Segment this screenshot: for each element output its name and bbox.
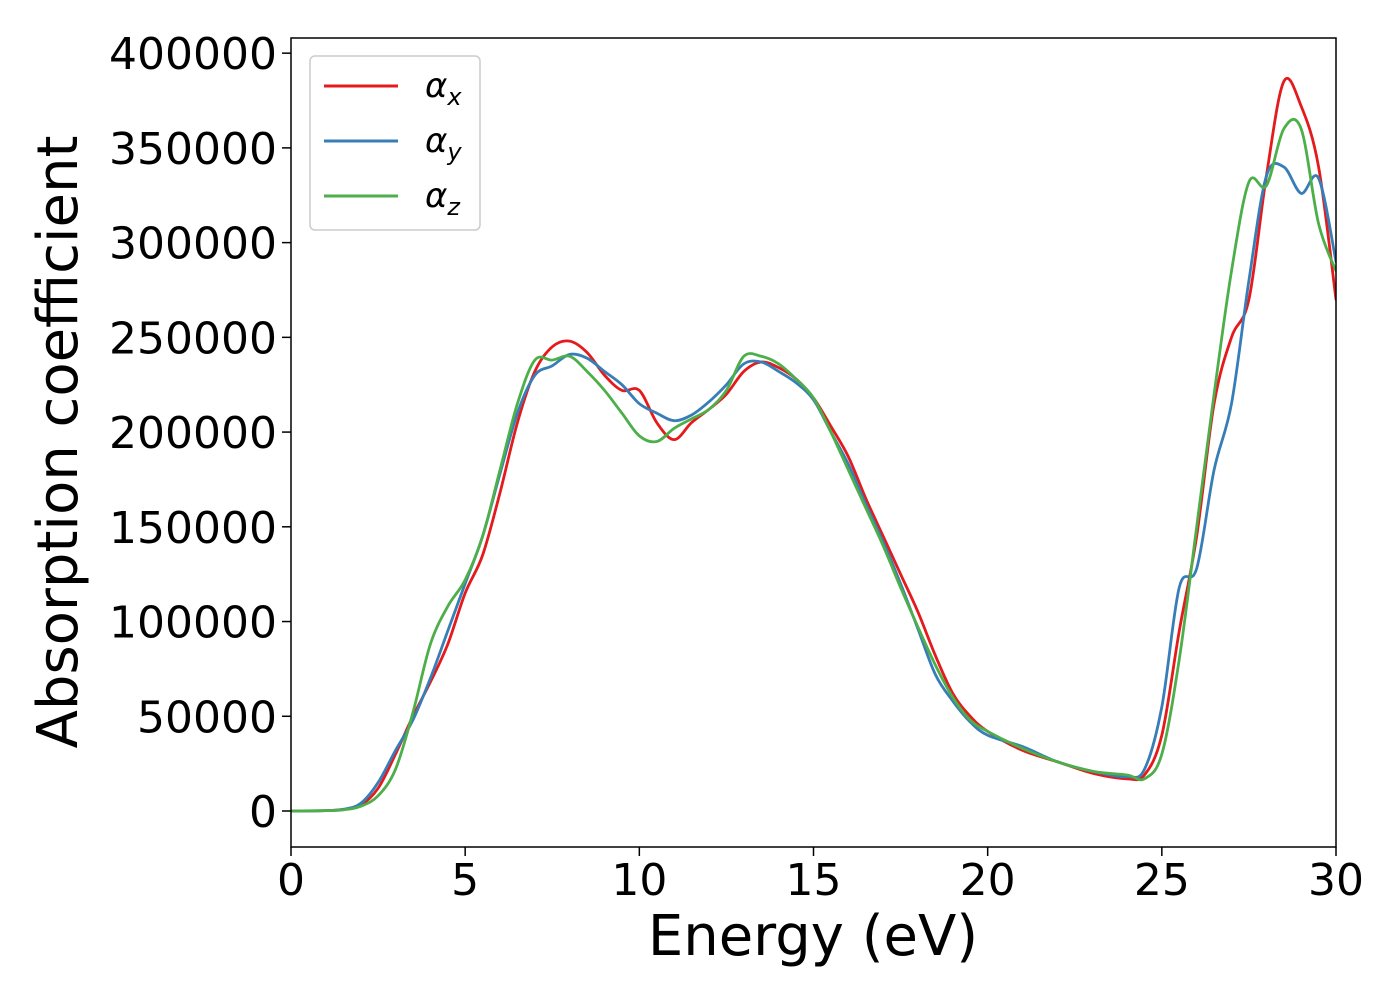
x-tick-label: 0 [277, 855, 305, 906]
y-tick-label: 200000 [109, 408, 277, 459]
y-tick-label: 350000 [109, 124, 277, 175]
x-tick-label: 20 [960, 855, 1016, 906]
y-tick-label: 50000 [137, 692, 277, 743]
x-tick-label: 5 [451, 855, 479, 906]
x-tick-label: 25 [1134, 855, 1190, 906]
series-layer [291, 77, 1336, 813]
x-tick-label: 30 [1308, 855, 1364, 906]
x-tick-label: 10 [611, 855, 667, 906]
legend-subscript: z [446, 193, 461, 221]
y-tick-label: 300000 [109, 219, 277, 270]
y-tick-label: 400000 [109, 29, 277, 80]
x-tick-label: 15 [786, 855, 842, 906]
legend-subscript: y [446, 138, 462, 166]
y-tick-label: 250000 [109, 313, 277, 364]
series-line-z [291, 118, 1336, 813]
y-tick-label: 0 [249, 787, 277, 838]
legend-label-x: αx [425, 66, 462, 111]
ticks-layer: 0 5 10 15 20 25 30 0 50000 100000 150000 200000 2500… [109, 29, 1364, 906]
legend-subscript: x [446, 83, 462, 111]
legend-box [309, 55, 481, 231]
y-tick-label: 100000 [109, 598, 277, 649]
y-tick-label: 150000 [109, 503, 277, 554]
x-axis-title: Energy (eV) [648, 904, 978, 969]
y-axis-title: Absorption coefficient [26, 136, 91, 749]
